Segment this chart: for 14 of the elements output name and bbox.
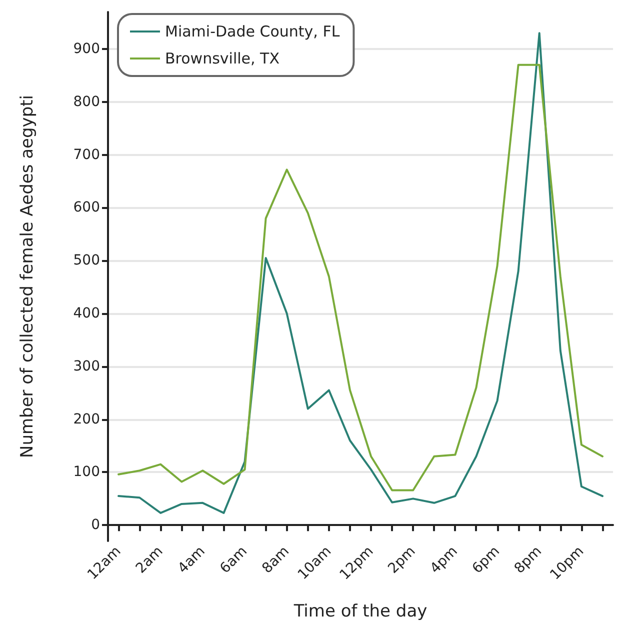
y-tick-label: 900 [73, 41, 100, 58]
y-tick-label: 800 [73, 94, 100, 110]
y-tick-label: 600 [73, 200, 100, 216]
y-axis-title: Number of collected female Aedes aegypti [18, 94, 38, 458]
y-tick-label: 500 [73, 252, 100, 269]
y-tick-label: 300 [73, 358, 100, 374]
y-tick-label: 100 [73, 464, 100, 480]
y-tick-label: 0 [91, 517, 100, 534]
y-tick-label: 700 [73, 146, 100, 163]
y-tick-label: 200 [73, 411, 100, 428]
legend-label: Brownsville, TX [165, 50, 280, 68]
y-tick-label: 400 [73, 306, 100, 322]
x-axis-title: Time of the day [292, 602, 428, 622]
legend-label: Miami-Dade County, FL [165, 22, 340, 40]
